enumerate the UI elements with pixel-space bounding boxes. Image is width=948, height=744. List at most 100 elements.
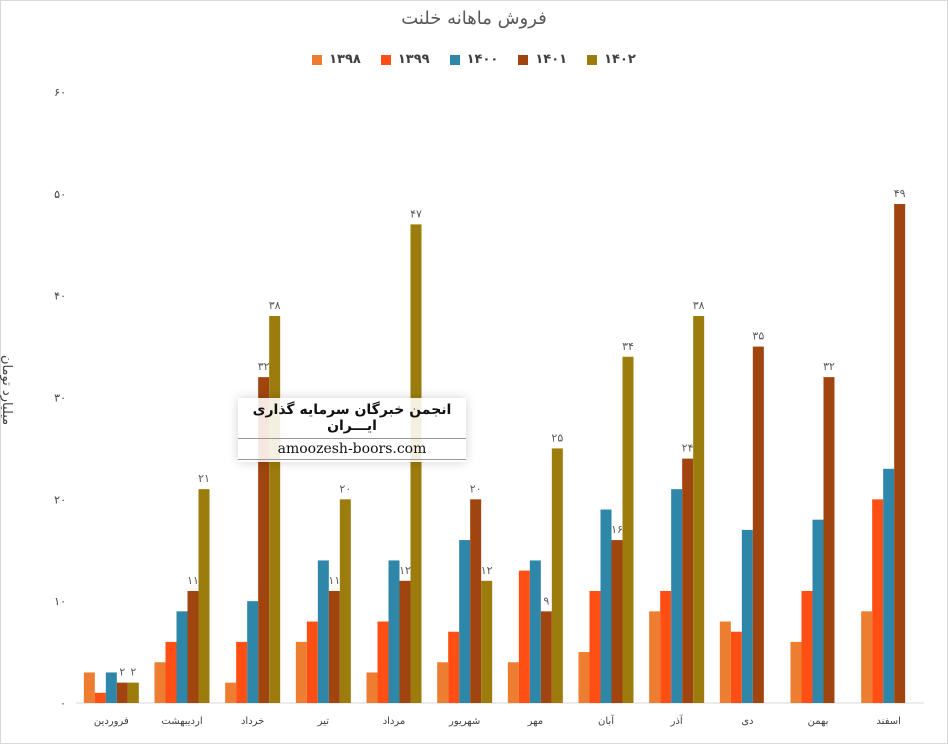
x-tick-label: خرداد (241, 716, 264, 727)
data-label: ۹ (543, 594, 549, 607)
bar (437, 662, 449, 703)
legend-item: ۱۳۹۹ (380, 52, 430, 67)
bar (94, 692, 106, 703)
bar (589, 590, 601, 703)
data-label: ۱۱ (187, 574, 199, 587)
x-tick-label: فروردین (94, 716, 129, 727)
data-label: ۳۸ (693, 299, 705, 312)
bar (306, 621, 318, 703)
legend: ۱۳۹۸ ۱۳۹۹ ۱۴۰۰ ۱۴۰۱ ۱۴۰۲ (0, 52, 948, 67)
data-label: ۳۸ (269, 299, 281, 312)
watermark-title: انجمن خبرگان سرمایه گذاری ایـــران (252, 402, 452, 434)
data-label: ۱۱ (328, 574, 340, 587)
data-label: ۳۵ (752, 330, 764, 343)
legend-item: ۱۴۰۰ (449, 52, 499, 67)
bar (317, 560, 329, 703)
bar (540, 611, 552, 703)
data-label: ۲۰ (470, 482, 482, 495)
bar (481, 580, 493, 703)
bar (861, 611, 873, 703)
legend-item: ۱۳۹۸ (312, 52, 361, 67)
x-tick-label: بهمن (808, 716, 829, 727)
bar (116, 682, 128, 703)
y-tick-label: ۰ (60, 697, 66, 710)
data-label: ۲ (130, 666, 136, 679)
bar (578, 652, 590, 703)
x-tick-label: دی (741, 716, 753, 727)
bar (801, 590, 813, 703)
y-tick-label: ۱۰ (54, 595, 66, 608)
bar (187, 590, 199, 703)
bar (377, 621, 389, 703)
data-label: ۴۹ (894, 187, 906, 200)
legend-swatch (380, 54, 391, 65)
bar (236, 641, 248, 703)
data-label: ۱۲ (481, 564, 493, 577)
bar (176, 611, 188, 703)
bar (507, 662, 519, 703)
legend-label: ۱۳۹۸ (329, 52, 361, 67)
legend-item: ۱۴۰۲ (587, 52, 636, 67)
bar (752, 346, 764, 703)
bar (518, 570, 530, 703)
bar (872, 499, 884, 703)
data-label: ۲ (119, 666, 125, 679)
legend-item: ۱۴۰۱ (518, 52, 567, 67)
x-tick-label: اسفند (876, 716, 900, 727)
bar (693, 316, 705, 703)
y-tick-label: ۲۰ (54, 493, 66, 506)
bar (295, 641, 307, 703)
data-label: ۱۲ (399, 564, 411, 577)
bar (410, 224, 422, 703)
legend-swatch (587, 54, 598, 65)
x-tick-label: اردیبهشت (161, 716, 202, 727)
y-tick-label: ۳۰ (54, 392, 66, 405)
data-label: ۲۵ (551, 431, 563, 444)
bar (127, 682, 139, 703)
legend-swatch (449, 54, 460, 65)
y-tick-label: ۵۰ (54, 188, 66, 201)
bar (671, 489, 683, 703)
bar (388, 560, 400, 703)
y-tick-label: ۴۰ (54, 290, 66, 303)
legend-label: ۱۴۰۰ (466, 52, 499, 67)
bar (470, 499, 482, 703)
bar (165, 641, 177, 703)
x-tick-label: مرداد (383, 716, 406, 727)
bar (269, 316, 281, 703)
bar (812, 519, 824, 703)
bar (883, 468, 895, 703)
bar (105, 672, 117, 703)
bar (551, 448, 563, 703)
data-label: ۳۴ (622, 340, 634, 353)
data-label: ۱۶ (611, 523, 623, 536)
chart-title: فروش ماهانه خلنت (401, 8, 547, 29)
data-label: ۳۲ (258, 360, 270, 373)
x-tick-label: تیر (317, 716, 330, 727)
y-tick-label: ۶۰ (54, 86, 66, 99)
bar (448, 631, 460, 703)
legend-label: ۱۴۰۱ (535, 52, 568, 67)
bar (622, 356, 634, 703)
legend-swatch (312, 54, 323, 65)
bar (730, 631, 742, 703)
data-label: ۲۴ (682, 442, 694, 455)
x-tick-label: آبان (598, 714, 615, 727)
bar (894, 204, 906, 703)
bar (247, 601, 259, 703)
legend-swatch (518, 54, 529, 65)
bar (682, 458, 694, 703)
data-label: ۲۰ (339, 482, 351, 495)
bar (741, 529, 753, 703)
bar (823, 377, 835, 703)
watermark: انجمن خبرگان سرمایه گذاری ایـــران amooz… (238, 398, 466, 462)
data-label: ۲۱ (198, 472, 210, 485)
bar (339, 499, 351, 703)
legend-label: ۱۳۹۹ (397, 52, 430, 67)
data-label: ۴۷ (410, 207, 422, 220)
bar (600, 509, 612, 703)
bar (399, 580, 411, 703)
bar (154, 662, 166, 703)
x-tick-label: آذر (670, 714, 684, 727)
